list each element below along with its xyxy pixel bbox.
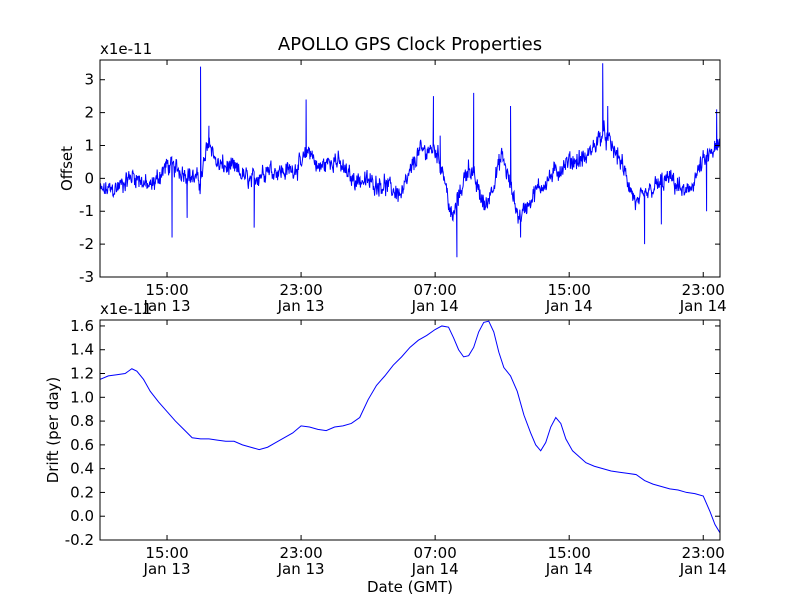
- y-tick-label: 2: [84, 104, 94, 122]
- y-axis-label: Offset: [58, 146, 76, 191]
- x-tick-date-label: Jan 14: [545, 560, 593, 578]
- y-tick-label: 0.2: [70, 483, 94, 501]
- axes-frame: [99, 319, 721, 541]
- y-tick-label: 1.6: [70, 317, 94, 335]
- axes-frame: [99, 59, 721, 278]
- y-tick-label: 1: [84, 136, 94, 154]
- x-tick-time-label: 15:00: [548, 281, 591, 299]
- x-tick-time-label: 23:00: [279, 544, 322, 562]
- x-tick-date-label: Jan 14: [411, 297, 459, 315]
- x-tick-time-label: 15:00: [548, 544, 591, 562]
- y-tick-label: 1.2: [70, 365, 94, 383]
- chart-title: APOLLO GPS Clock Properties: [278, 34, 542, 55]
- y-tick-label: 0.6: [70, 436, 94, 454]
- y-tick-label: 1.4: [70, 341, 94, 359]
- x-tick-time-label: 23:00: [682, 281, 725, 299]
- y-tick-label: 3: [84, 71, 94, 89]
- y-tick-label: 0.4: [70, 460, 94, 478]
- x-tick-time-label: 23:00: [279, 281, 322, 299]
- y-multiplier-label: x1e-11: [100, 300, 152, 318]
- x-tick-date-label: Jan 13: [277, 560, 325, 578]
- x-tick-time-label: 15:00: [145, 544, 188, 562]
- y-tick-label: -2: [79, 235, 94, 253]
- x-axis-label: Date (GMT): [367, 578, 453, 596]
- offset-series-line: [100, 63, 720, 258]
- y-tick-label: -1: [79, 202, 94, 220]
- x-tick-date-label: Jan 13: [143, 297, 191, 315]
- x-tick-date-label: Jan 14: [679, 560, 727, 578]
- x-tick-time-label: 15:00: [145, 281, 188, 299]
- y-multiplier-label: x1e-11: [100, 40, 152, 58]
- y-axis-label: Drift (per day): [44, 377, 62, 484]
- x-tick-time-label: 23:00: [682, 544, 725, 562]
- x-tick-time-label: 07:00: [414, 281, 457, 299]
- x-tick-date-label: Jan 13: [143, 560, 191, 578]
- x-tick-date-label: Jan 14: [545, 297, 593, 315]
- x-tick-time-label: 07:00: [414, 544, 457, 562]
- drift-series-line: [100, 320, 720, 534]
- x-tick-date-label: Jan 14: [679, 297, 727, 315]
- y-tick-label: 0.0: [70, 507, 94, 525]
- y-tick-label: 0: [84, 169, 94, 187]
- plot-area: [100, 320, 720, 540]
- y-tick-label: -0.2: [65, 531, 94, 549]
- y-tick-label: 1.0: [70, 388, 94, 406]
- x-tick-date-label: Jan 13: [277, 297, 325, 315]
- y-tick-label: -3: [79, 268, 94, 286]
- y-tick-label: 0.8: [70, 412, 94, 430]
- x-tick-date-label: Jan 14: [411, 560, 459, 578]
- drift-panel: -0.20.00.20.40.60.81.01.21.41.615:00Jan …: [44, 300, 727, 596]
